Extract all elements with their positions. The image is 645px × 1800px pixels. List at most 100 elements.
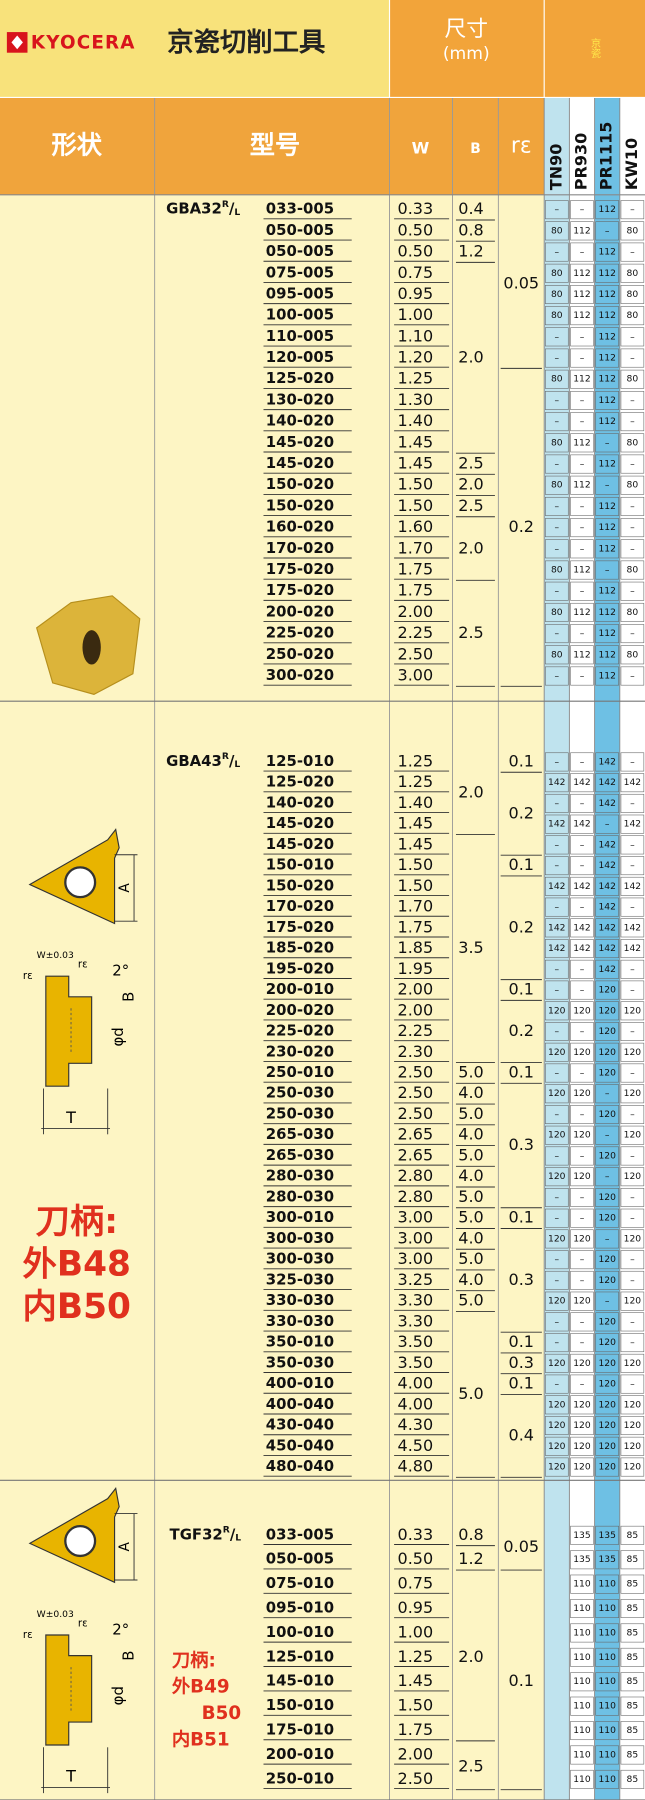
grade-value: 142 bbox=[598, 798, 615, 809]
insert-hole bbox=[82, 630, 101, 665]
model-code: 150-020 bbox=[266, 496, 334, 514]
grade-value: 120 bbox=[573, 1088, 591, 1099]
model-code: 175-010 bbox=[266, 1721, 334, 1739]
grade-value: 120 bbox=[598, 1316, 616, 1327]
grade-cell bbox=[570, 242, 594, 262]
grade-cell bbox=[595, 1146, 619, 1166]
grade-value: 142 bbox=[598, 943, 615, 954]
grade-cell bbox=[570, 581, 594, 601]
grade-value: 142 bbox=[624, 819, 641, 830]
grade-cell bbox=[570, 1250, 594, 1270]
grade-value: 110 bbox=[573, 1701, 591, 1712]
grade-value: – bbox=[630, 331, 635, 342]
grade-value: 135 bbox=[573, 1554, 591, 1565]
grade-cell bbox=[620, 1291, 645, 1311]
grade-value: 142 bbox=[548, 943, 565, 954]
grade-value: 120 bbox=[548, 1005, 566, 1016]
grade-value: – bbox=[605, 1296, 610, 1307]
grade-cell bbox=[570, 1769, 594, 1789]
grade-value: – bbox=[554, 543, 559, 554]
w-value: 2.00 bbox=[398, 980, 434, 999]
grade-value: – bbox=[580, 1213, 585, 1224]
grade-cell bbox=[595, 1416, 619, 1436]
dim-label: rε bbox=[23, 970, 33, 982]
grade-value: 120 bbox=[598, 1399, 616, 1410]
re-value: 0.2 bbox=[509, 517, 534, 536]
w-value: 3.00 bbox=[398, 1228, 434, 1247]
grade-cell bbox=[545, 475, 569, 495]
w-value: 1.10 bbox=[398, 326, 434, 345]
re-value: 0.3 bbox=[509, 1135, 534, 1154]
grade-value: – bbox=[580, 1379, 585, 1390]
grade-cell bbox=[570, 1672, 594, 1692]
re-value: 0.1 bbox=[509, 855, 534, 874]
grade-cell bbox=[595, 1696, 619, 1716]
grade-value: – bbox=[554, 395, 559, 406]
grade-cell bbox=[595, 897, 619, 917]
grade-cell bbox=[595, 1374, 619, 1394]
grade-cell bbox=[595, 242, 619, 262]
grade-cell bbox=[570, 1550, 594, 1570]
grade-value: 142 bbox=[598, 902, 615, 913]
w-value: 3.30 bbox=[398, 1291, 434, 1310]
grade-value: – bbox=[605, 1233, 610, 1244]
grade-value: 120 bbox=[624, 1399, 642, 1410]
grade-value: – bbox=[630, 1337, 635, 1348]
grade-cell bbox=[570, 876, 594, 896]
grade-value: – bbox=[554, 798, 559, 809]
grade-value: 80 bbox=[551, 437, 563, 448]
w-value: 1.25 bbox=[398, 751, 434, 770]
w-value: 1.85 bbox=[398, 938, 434, 957]
grade-cell bbox=[570, 1745, 594, 1765]
grade-value: 135 bbox=[573, 1530, 591, 1541]
grade-value: 112 bbox=[598, 395, 615, 406]
grade-value: 120 bbox=[624, 1233, 642, 1244]
grade-value: 80 bbox=[627, 289, 639, 300]
grade-value: 112 bbox=[573, 225, 590, 236]
grade-value: 110 bbox=[573, 1652, 591, 1663]
model-code: 430-040 bbox=[266, 1416, 334, 1434]
grade-value: 120 bbox=[598, 1441, 616, 1452]
b-value: 2.5 bbox=[458, 454, 483, 473]
grade-value: 112 bbox=[598, 671, 615, 682]
grade-value: 120 bbox=[624, 1462, 642, 1473]
grade-cell bbox=[620, 1001, 645, 1021]
grade-value: 110 bbox=[598, 1579, 616, 1590]
grade-value: 142 bbox=[598, 839, 615, 850]
grade-value: – bbox=[580, 1275, 585, 1286]
insert-hole bbox=[64, 1525, 97, 1558]
w-value: 3.50 bbox=[398, 1332, 434, 1351]
grade-cell bbox=[545, 1250, 569, 1270]
grade-value: 112 bbox=[598, 522, 615, 533]
grade-value: – bbox=[605, 1171, 610, 1182]
grade-cell bbox=[620, 1063, 645, 1083]
w-value: 2.25 bbox=[398, 623, 434, 642]
grade-cell bbox=[595, 581, 619, 601]
grade-value: 85 bbox=[627, 1530, 639, 1541]
w-value: 1.75 bbox=[398, 581, 434, 600]
w-value: 4.50 bbox=[398, 1436, 434, 1455]
grade-value: – bbox=[630, 756, 635, 767]
grade-value: 80 bbox=[551, 268, 563, 279]
dim-label: φd bbox=[109, 1686, 127, 1705]
grade-value: – bbox=[580, 459, 585, 470]
grade-value: – bbox=[554, 839, 559, 850]
grade-cell bbox=[570, 1395, 594, 1415]
grade-value: 80 bbox=[551, 310, 563, 321]
w-value: 2.30 bbox=[398, 1042, 434, 1061]
grade-cell bbox=[570, 496, 594, 516]
grade-cell bbox=[595, 1436, 619, 1456]
model-code: 140-020 bbox=[266, 793, 334, 811]
grade-cell bbox=[595, 539, 619, 559]
dim-label: B bbox=[119, 992, 137, 1002]
grade-value: – bbox=[630, 247, 635, 258]
b-value: 5.0 bbox=[458, 1104, 483, 1123]
re-value: 0.3 bbox=[509, 1270, 534, 1289]
grade-cell bbox=[620, 773, 645, 793]
grade-cell bbox=[570, 835, 594, 855]
model-code: 095-005 bbox=[266, 284, 334, 302]
grade-value: 120 bbox=[598, 1462, 616, 1473]
b-value: 4.0 bbox=[458, 1125, 483, 1144]
grade-value: – bbox=[554, 628, 559, 639]
grade-cell bbox=[570, 1229, 594, 1249]
